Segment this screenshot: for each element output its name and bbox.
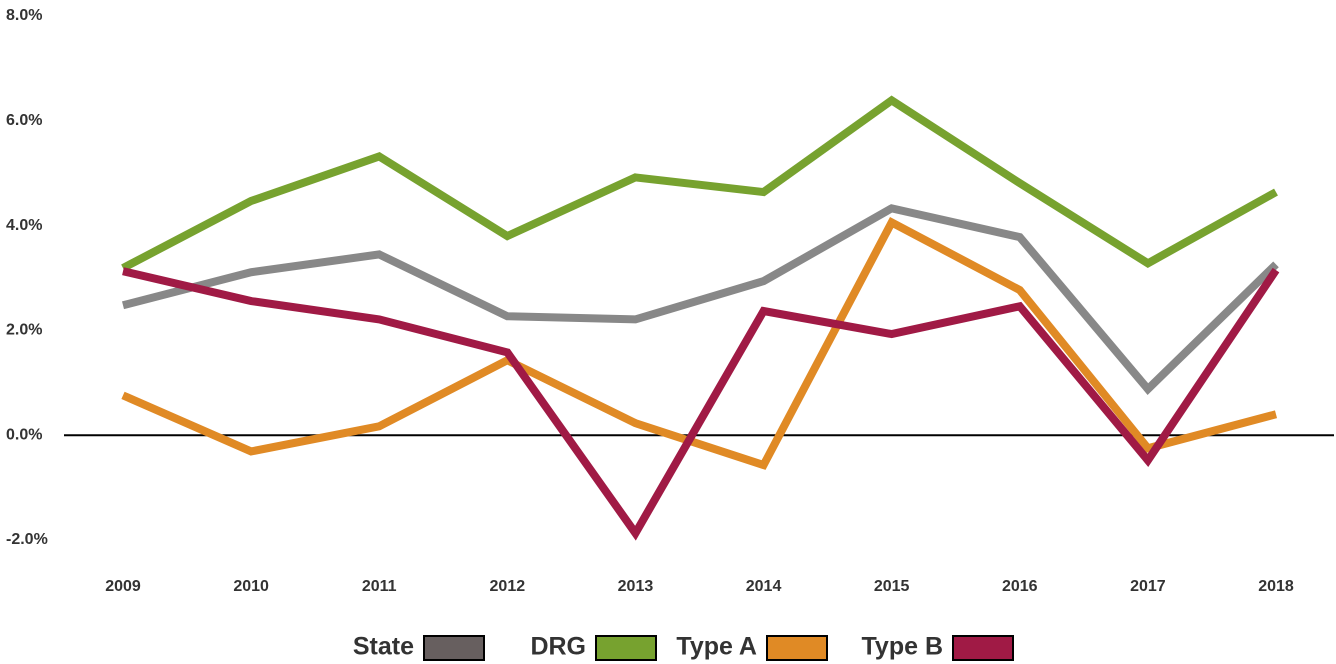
legend-swatch [595, 635, 657, 661]
legend-swatch [423, 635, 485, 661]
y-tick-label: 6.0% [6, 112, 42, 129]
y-tick-label: 8.0% [6, 7, 42, 24]
y-tick-label: 0.0% [6, 426, 42, 443]
x-tick-label: 2014 [746, 578, 782, 595]
legend-label: Type A [676, 633, 757, 661]
series-line [121, 95, 1278, 272]
y-tick-label: -2.0% [6, 531, 48, 548]
x-tick-label: 2017 [1130, 578, 1166, 595]
legend-label: Type B [862, 633, 944, 661]
y-tick-label: 2.0% [6, 322, 42, 339]
x-tick-label: 2012 [490, 578, 526, 595]
legend-label: DRG [530, 633, 586, 661]
legend-swatch [766, 635, 828, 661]
series-line [121, 217, 1278, 470]
x-tick-label: 2015 [874, 578, 910, 595]
x-tick-label: 2010 [233, 578, 269, 595]
x-tick-label: 2011 [362, 578, 397, 595]
series-line [122, 204, 1279, 395]
legend-swatch [952, 635, 1014, 661]
x-tick-label: 2016 [1002, 578, 1038, 595]
y-tick-label: 4.0% [6, 217, 42, 234]
x-tick-label: 2013 [618, 578, 654, 595]
x-tick-label: 2018 [1258, 578, 1294, 595]
series-line [122, 267, 1280, 541]
x-tick-label: 2009 [105, 578, 141, 595]
legend-label: State [353, 633, 414, 661]
